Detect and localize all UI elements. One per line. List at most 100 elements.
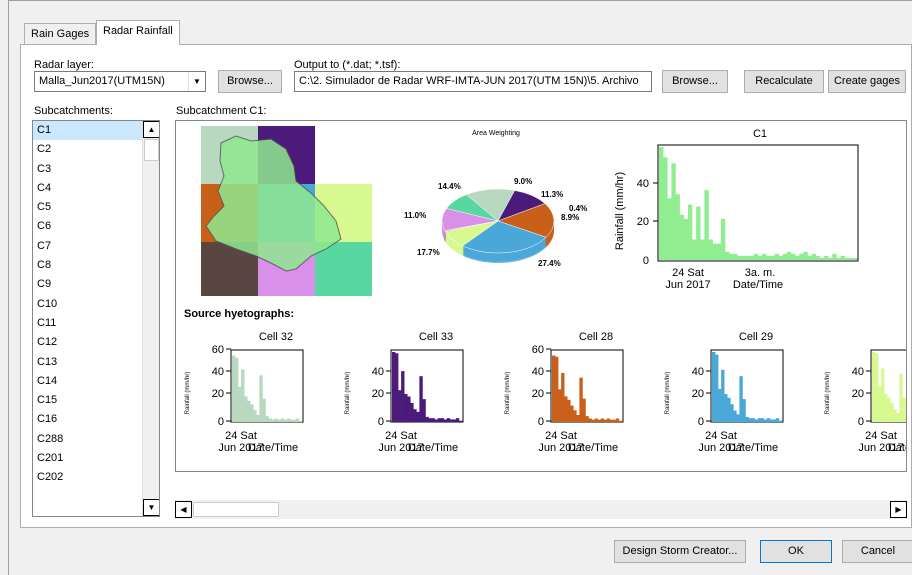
list-item[interactable]: C3 [37,162,52,175]
main-bar [795,255,800,260]
main-chart-frame [657,144,859,262]
small-chart-bar [298,420,303,422]
chevron-down-icon[interactable]: ▼ [188,72,205,91]
browse-radar-button[interactable]: Browse... [218,70,282,93]
pie-label-6: 17.7% [417,248,440,257]
ok-button[interactable]: OK [760,540,832,563]
tab-rain-gages[interactable]: Rain Gages [24,23,97,45]
small-chart-bar [745,416,749,422]
pie-label-7: 11.0% [404,211,426,220]
subcatchments-label: Subcatchments: [34,105,113,117]
list-item[interactable]: C6 [37,220,52,233]
main-bar [700,239,705,260]
small-chart-bar [733,410,737,422]
list-item[interactable]: C5 [37,201,52,214]
list-item[interactable]: C4 [37,181,52,194]
small-chart-bar [570,405,574,422]
list-item[interactable]: C8 [37,259,52,272]
scroll-left-icon[interactable]: ◀ [175,501,192,518]
small-chart-bar [754,419,758,422]
pie-slice [465,188,516,222]
small-chart-bar [878,386,882,422]
list-item[interactable]: C7 [37,239,52,252]
small-chart-title: Cell 28 [579,331,613,343]
radar-layer-select[interactable]: Malla_Jun2017(UTM15N) ▼ [34,71,206,92]
list-item[interactable]: C12 [37,336,58,349]
small-chart-ytick: 40 [692,366,704,378]
list-item[interactable]: C2 [37,143,52,156]
pie-slice [497,203,555,238]
list-item[interactable]: C288 [37,432,64,445]
small-chart-xtick: 24 Sat [385,430,417,442]
small-chart-bar [564,396,568,422]
small-chart-bar [585,416,589,422]
small-chart-bar [591,419,595,422]
cancel-button[interactable]: Cancel [842,540,912,563]
small-chart-bar [404,394,408,422]
small-chart-ytick: 20 [532,388,544,400]
list-scrollbar[interactable]: ▲ ▼ [142,121,159,516]
small-chart-bar [232,355,236,422]
scroll-thumb[interactable] [144,139,159,161]
design-storm-creator-button[interactable]: Design Storm Creator... [614,540,746,563]
small-chart-bar [552,355,556,422]
small-chart-bar [452,419,457,422]
list-item[interactable]: C11 [37,316,57,329]
list-item[interactable]: C14 [37,374,58,387]
small-chart-bar [271,419,275,422]
main-bar [675,194,680,260]
list-item[interactable]: C13 [37,355,58,368]
small-chart-bar [437,418,441,422]
main-bar [708,239,713,260]
tab-radar-rainfall[interactable]: Radar Rainfall [96,20,180,45]
small-chart-bar [561,373,565,422]
small-chart-bar [594,418,598,422]
small-chart-title: Cell 33 [419,331,453,343]
main-chart-title: C1 [753,128,767,140]
list-item[interactable]: C201 [37,452,64,465]
small-chart-xsub: Jun 2017 [378,442,423,454]
main-bar [811,253,817,260]
small-chart-bar [769,419,774,422]
create-gages-button[interactable]: Create gages [828,70,906,93]
list-item[interactable]: C9 [37,278,52,291]
main-bar [803,251,808,260]
scroll-right-icon[interactable]: ▶ [890,501,907,518]
small-chart-ytick: 0 [218,416,224,428]
small-chart-bar [410,402,414,422]
small-chart-xlabel: Date/Time [568,442,618,454]
main-bar [692,239,697,260]
recalculate-button[interactable]: Recalculate [744,70,824,93]
list-item[interactable]: C15 [37,394,58,407]
hscroll-thumb[interactable] [193,502,279,517]
small-chart-bar [567,399,571,422]
output-path-field[interactable]: C:\2. Simulador de Radar WRF-IMTA-JUN 20… [294,71,652,92]
scroll-down-icon[interactable]: ▼ [143,499,159,516]
pie-slice [462,220,547,254]
small-chart-bar [727,397,731,422]
small-chart-ylabel: Rainfall (mm/hr) [825,372,831,415]
small-chart-ytick: 0 [858,416,864,428]
scroll-up-icon[interactable]: ▲ [143,121,159,138]
list-item[interactable]: C10 [37,297,58,310]
main-bar [799,253,804,260]
list-item[interactable]: C202 [37,471,64,484]
list-item[interactable]: C16 [37,413,58,426]
subcatchment-list[interactable]: C1 C2 C3 C4 C5 C6 C7 C8 C9 C10 C11 C12 C13 C14 C15 C16 C… [32,120,160,517]
small-chart-xtick: 24 Sat [225,430,257,442]
small-chart-bar [277,419,281,422]
small-chart-bar [751,418,755,422]
subcatchment-title: Subcatchment C1: [176,105,267,117]
browse-output-button[interactable]: Browse... [662,70,728,93]
small-chart-bar [446,418,451,422]
pie-label-1: 9.0% [514,177,532,186]
main-bar [836,257,841,260]
radar-layer-value: Malla_Jun2017(UTM15N) [39,75,165,87]
main-bar [852,257,858,260]
main-xsub: Jun 2017 [665,279,710,291]
small-chart-bar [434,419,438,422]
list-item[interactable]: C1 [33,121,159,141]
chart-hscrollbar[interactable]: ◀ ▶ [175,500,907,519]
